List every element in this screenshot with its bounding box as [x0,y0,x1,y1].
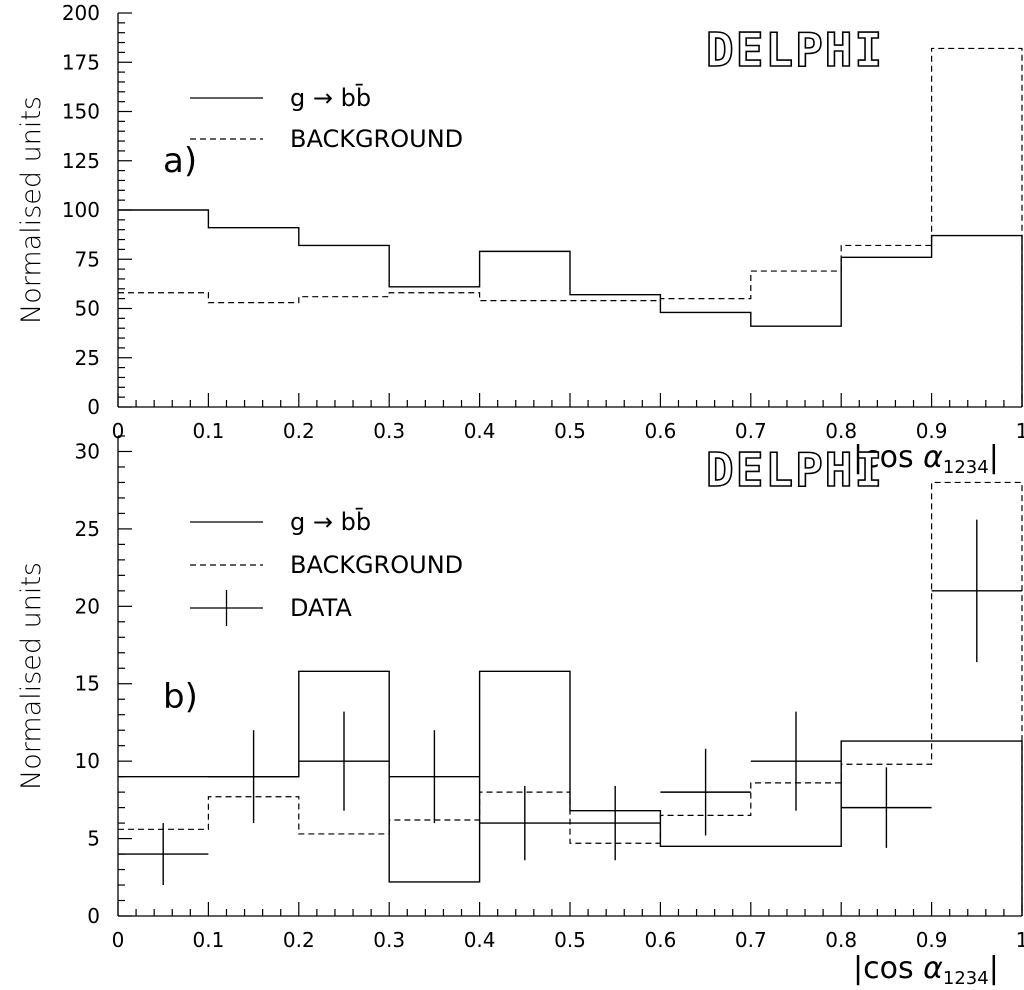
data-point [660,748,751,836]
data-point [570,785,661,861]
x-tick-label: 0.8 [825,419,857,443]
x-tick-label: 0.4 [464,419,496,443]
y-tick-label: 10 [75,749,100,773]
x-tick-label: 1 [1016,419,1024,443]
x-tick-label: 0.5 [554,928,586,952]
y-tick-label: 0 [87,904,100,928]
data-point [298,711,390,811]
delphi-logo: DELPHI [706,443,884,497]
x-tick-label: 1 [1016,928,1024,952]
x-tick-label: 0.6 [644,419,676,443]
x-tick-label: 0.3 [373,419,405,443]
y-tick-label: 175 [62,50,100,74]
y-tick-label: 50 [75,297,100,321]
data-point [118,823,209,886]
x-axis-title-suffix: | [989,440,999,475]
legend-entry: g → bb̄ [190,83,371,112]
y-axis-title: Normalised units [16,96,47,324]
y-tick-label: 5 [87,827,100,851]
delphi-logo: DELPHI [706,23,884,77]
x-axis-title: |cos α1234| [853,440,999,478]
x-axis-title-symbol: α [923,951,943,986]
y-tick-label: 25 [75,346,100,370]
panel-label: b) [163,677,198,717]
legend-entry: BACKGROUND [190,551,463,579]
legend-entry: DATA [190,590,352,626]
data-point [479,785,570,861]
x-tick-label: 0.9 [916,928,948,952]
y-tick-label: 75 [75,247,100,271]
x-tick-label: 0.2 [283,419,315,443]
legend-label: BACKGROUND [290,551,463,579]
x-axis-title-suffix: | [989,951,999,986]
data-point [389,730,480,824]
background-histogram [118,481,1023,916]
y-tick-label: 0 [87,395,100,419]
data-point [750,711,842,811]
x-tick-label: 0.1 [192,928,224,952]
x-tick-label: 0.1 [192,419,224,443]
panel-b: 0 5 10 15 20 25 30 0 0.1 0.2 0.3 0.4 0.5 0.6 0.7 0.8 0.9… [16,435,1024,989]
x-axis-title-subscript: 1234 [943,968,989,989]
x-tick-label: 0.3 [373,928,405,952]
x-tick-label: 0.6 [644,928,676,952]
y-tick-label: 30 [75,439,100,463]
x-axis-title-symbol: α [923,440,943,475]
y-tick-label: 15 [75,672,100,696]
x-tick-label: 0 [112,419,125,443]
y-tick-label: 125 [62,149,100,173]
x-tick-label: 0.7 [735,928,767,952]
x-tick-label: 0.8 [825,928,857,952]
y-tick-label: 100 [62,198,100,222]
x-tick-label: 0.5 [554,419,586,443]
x-tick-label: 0 [112,928,125,952]
legend-entry: g → bb̄ [190,507,371,536]
legend-entry: BACKGROUND [190,125,463,153]
x-tick-label: 0.4 [464,928,496,952]
y-tick-label: 200 [62,1,100,25]
x-axis-title-prefix: |cos [853,951,923,986]
legend-label: BACKGROUND [290,125,463,153]
data-point [841,767,932,848]
data-point [931,519,1022,663]
x-axis-title-subscript: 1234 [943,457,989,478]
x-tick-label: 0.2 [283,928,315,952]
x-axis-title-prefix: |cos [853,440,923,475]
legend-label: g → bb̄ [290,507,371,536]
y-tick-label: 25 [75,517,100,541]
panel-a: 0 25 50 75 100 125 150 175 200 0 0.1 0.2 0.3 0.4 0.5 0.… [16,1,1024,478]
y-tick-label: 150 [62,100,100,124]
legend-label: g → bb̄ [290,83,371,112]
legend-label: DATA [290,594,352,622]
background-histogram [118,47,1023,407]
panel-label: a) [163,141,197,181]
y-tick-label: 20 [75,594,100,618]
x-tick-label: 0.7 [735,419,767,443]
x-tick-label: 0.9 [916,419,948,443]
signal-histogram [118,209,1023,407]
data-point [208,730,299,824]
y-axis-title: Normalised units [16,562,47,790]
x-axis-title: |cos α1234| [853,951,999,989]
